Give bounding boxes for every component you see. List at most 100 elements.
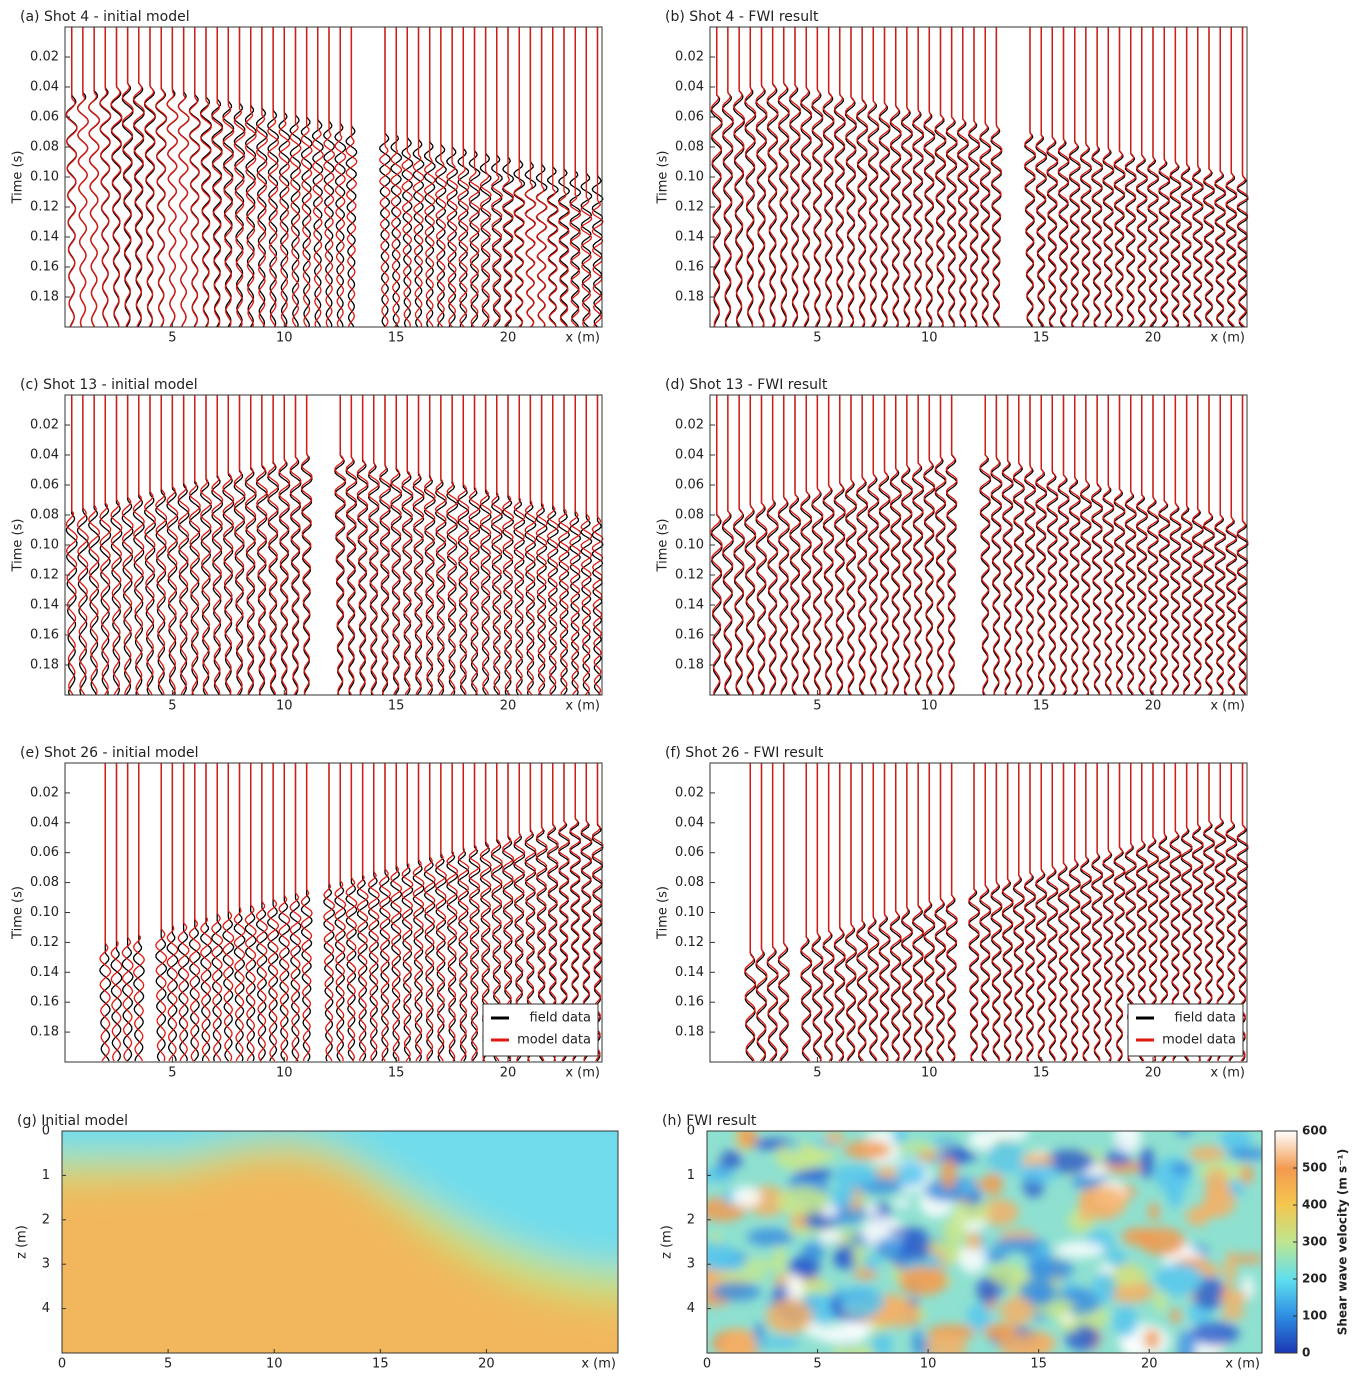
blob <box>924 1179 969 1202</box>
trace <box>1225 395 1238 696</box>
y-tick-label: 1 <box>687 1168 695 1183</box>
blob <box>1170 1308 1181 1324</box>
trace <box>367 395 380 696</box>
trace <box>88 27 100 328</box>
trace <box>513 27 526 328</box>
y-tick-label: 0.16 <box>30 260 59 275</box>
trace <box>811 395 824 696</box>
trace <box>446 395 459 696</box>
x-tick-label: 5 <box>164 1357 172 1372</box>
trace <box>777 763 790 1062</box>
trace <box>356 763 369 1062</box>
x-axis-label: x (m) <box>565 699 600 714</box>
blob <box>1055 1241 1105 1258</box>
trace <box>789 27 801 328</box>
blob <box>707 1170 736 1182</box>
blob <box>1018 1278 1057 1307</box>
y-tick-label: 0.14 <box>675 230 704 245</box>
blob <box>1240 1164 1254 1185</box>
trace <box>200 395 212 696</box>
trace <box>1192 27 1204 328</box>
trace <box>345 763 358 1062</box>
plot-frame <box>706 1130 1263 1354</box>
blob <box>801 1242 825 1261</box>
blob <box>1154 1290 1167 1313</box>
trace <box>1113 27 1126 328</box>
blob <box>965 1231 982 1251</box>
blob <box>1139 1147 1155 1179</box>
trace <box>1001 395 1014 696</box>
trace <box>1035 395 1048 696</box>
trace <box>923 763 936 1062</box>
y-tick-label: 0.14 <box>30 230 59 245</box>
trace <box>289 27 302 328</box>
trace <box>1158 27 1171 328</box>
blob <box>840 1284 885 1318</box>
trace <box>99 395 112 696</box>
trace <box>1202 395 1215 696</box>
trace <box>766 395 779 696</box>
y-tick-label: 0.02 <box>30 50 59 65</box>
x-tick-label: 20 <box>500 331 517 346</box>
blob <box>893 1198 912 1208</box>
trace <box>468 763 481 1062</box>
trace <box>1001 763 1014 1062</box>
y-tick-label: 0.10 <box>30 905 59 920</box>
trace <box>569 27 582 328</box>
blob <box>951 1203 992 1223</box>
trace <box>121 763 134 1062</box>
trace <box>99 763 112 1062</box>
trace <box>1046 27 1059 328</box>
y-tick-label: 0.12 <box>675 935 704 950</box>
trace <box>367 763 380 1062</box>
blob <box>1228 1147 1262 1161</box>
x-tick-label: 20 <box>478 1357 495 1372</box>
trace <box>491 27 503 328</box>
trace <box>479 27 492 328</box>
y-tick-label: 0 <box>687 1124 695 1139</box>
panel-title: (e) Shot 26 - initial model <box>20 745 199 761</box>
trace <box>777 395 790 696</box>
blob <box>1014 1330 1057 1353</box>
trace <box>334 763 347 1062</box>
blob <box>731 1185 762 1208</box>
blob <box>1204 1167 1229 1200</box>
trace <box>177 763 190 1062</box>
blob <box>786 1269 804 1305</box>
trace <box>1214 27 1226 328</box>
trace <box>1225 27 1238 328</box>
layer-cyan <box>62 1131 618 1270</box>
y-tick-label: 3 <box>687 1257 695 1272</box>
y-axis-label: Time (s) <box>11 519 26 573</box>
trace <box>457 27 470 328</box>
trace <box>99 27 112 328</box>
x-tick-label: 0 <box>703 1357 711 1372</box>
blob <box>1155 1262 1204 1296</box>
x-tick-label: 20 <box>500 699 517 714</box>
y-tick-label: 4 <box>687 1301 695 1316</box>
trace <box>423 395 436 696</box>
trace <box>845 27 857 328</box>
trace <box>557 395 570 696</box>
trace <box>789 395 802 696</box>
trace <box>901 395 913 696</box>
x-axis-label: x (m) <box>581 1357 616 1372</box>
velocity-field <box>707 1131 1262 1353</box>
trace <box>88 395 101 696</box>
trace <box>945 27 958 328</box>
colorbar-tick-label: 0 <box>1302 1346 1310 1360</box>
y-tick-label: 0.04 <box>675 80 704 95</box>
trace <box>811 763 824 1062</box>
legend-label: field data <box>530 1011 591 1026</box>
trace <box>580 27 593 328</box>
x-tick-label: 5 <box>813 1066 821 1081</box>
trace <box>491 395 503 696</box>
blob <box>852 1243 866 1272</box>
trace <box>300 763 313 1062</box>
trace <box>1135 395 1149 696</box>
trace <box>878 395 891 696</box>
y-tick-label: 0.16 <box>675 628 704 643</box>
trace <box>1091 395 1104 696</box>
trace <box>188 27 201 328</box>
y-tick-label: 0.12 <box>30 200 59 215</box>
